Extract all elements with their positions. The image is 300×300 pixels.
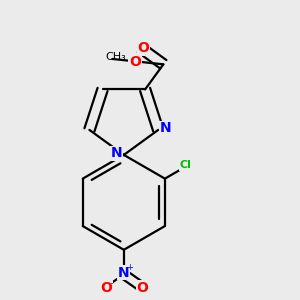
Text: N: N [160, 121, 171, 135]
Text: N: N [111, 146, 122, 160]
Text: O: O [137, 41, 149, 55]
Text: N: N [118, 266, 130, 280]
Text: O: O [100, 281, 112, 295]
Text: O: O [136, 281, 148, 295]
Text: O: O [129, 55, 141, 68]
Text: -: - [110, 278, 113, 288]
Text: +: + [126, 262, 133, 272]
Text: CH₃: CH₃ [105, 52, 126, 62]
Text: Cl: Cl [179, 160, 191, 170]
